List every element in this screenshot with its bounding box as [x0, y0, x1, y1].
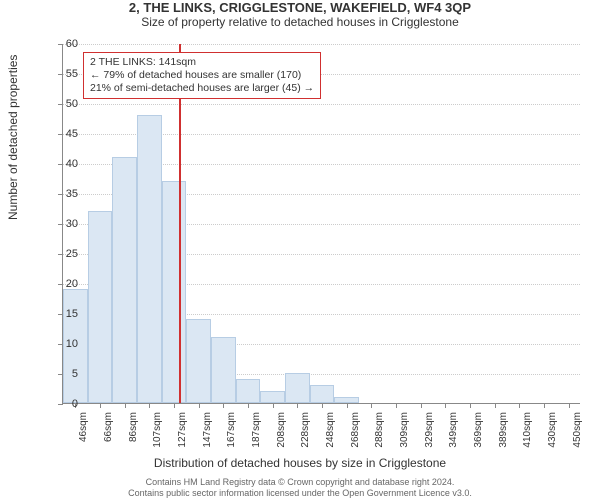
xtick-label: 147sqm: [202, 412, 213, 472]
ytick-label: 30: [48, 218, 78, 230]
xtick-mark: [544, 403, 545, 408]
xtick-label: 349sqm: [448, 412, 459, 472]
xtick-label: 450sqm: [572, 412, 583, 472]
histogram-bar: [112, 157, 137, 403]
xtick-mark: [248, 403, 249, 408]
ytick-label: 25: [48, 248, 78, 260]
ytick-label: 10: [48, 338, 78, 350]
gridline: [63, 44, 580, 45]
xtick-label: 208sqm: [276, 412, 287, 472]
xtick-label: 167sqm: [226, 412, 237, 472]
attribution-footer: Contains HM Land Registry data © Crown c…: [0, 477, 600, 498]
xtick-mark: [174, 403, 175, 408]
xtick-mark: [297, 403, 298, 408]
xtick-mark: [149, 403, 150, 408]
ytick-label: 35: [48, 188, 78, 200]
xtick-mark: [371, 403, 372, 408]
xtick-label: 86sqm: [128, 412, 139, 472]
xtick-mark: [470, 403, 471, 408]
histogram-bar: [211, 337, 236, 403]
xtick-mark: [273, 403, 274, 408]
ytick-label: 50: [48, 98, 78, 110]
y-axis-label: Number of detached properties: [6, 55, 20, 220]
xtick-label: 248sqm: [325, 412, 336, 472]
xtick-label: 430sqm: [547, 412, 558, 472]
xtick-label: 46sqm: [78, 412, 89, 472]
footer-line-2: Contains public sector information licen…: [0, 488, 600, 498]
histogram-bar: [236, 379, 261, 403]
xtick-label: 369sqm: [473, 412, 484, 472]
ytick-label: 45: [48, 128, 78, 140]
histogram-bar: [285, 373, 310, 403]
xtick-label: 309sqm: [399, 412, 410, 472]
xtick-label: 66sqm: [103, 412, 114, 472]
xtick-label: 107sqm: [152, 412, 163, 472]
ytick-label: 40: [48, 158, 78, 170]
xtick-mark: [421, 403, 422, 408]
xtick-mark: [199, 403, 200, 408]
xtick-label: 410sqm: [522, 412, 533, 472]
xtick-mark: [519, 403, 520, 408]
ytick-label: 0: [48, 398, 78, 410]
footer-line-1: Contains HM Land Registry data © Crown c…: [0, 477, 600, 487]
histogram-bar: [88, 211, 113, 403]
xtick-mark: [100, 403, 101, 408]
page-subtitle: Size of property relative to detached ho…: [0, 15, 600, 29]
annotation-box: 2 THE LINKS: 141sqm← 79% of detached hou…: [83, 52, 321, 99]
page-title: 2, THE LINKS, CRIGGLESTONE, WAKEFIELD, W…: [0, 0, 600, 15]
xtick-mark: [495, 403, 496, 408]
xtick-label: 329sqm: [424, 412, 435, 472]
histogram-bar: [310, 385, 335, 403]
xtick-label: 127sqm: [177, 412, 188, 472]
ytick-label: 60: [48, 38, 78, 50]
ytick-label: 5: [48, 368, 78, 380]
xtick-label: 268sqm: [350, 412, 361, 472]
xtick-label: 187sqm: [251, 412, 262, 472]
xtick-label: 288sqm: [374, 412, 385, 472]
xtick-mark: [125, 403, 126, 408]
xtick-label: 389sqm: [498, 412, 509, 472]
xtick-mark: [445, 403, 446, 408]
annotation-line-1: 2 THE LINKS: 141sqm: [90, 56, 314, 69]
xtick-label: 228sqm: [300, 412, 311, 472]
histogram-bar: [137, 115, 162, 403]
histogram-bar: [260, 391, 285, 403]
ytick-label: 15: [48, 308, 78, 320]
plot-area: 2 THE LINKS: 141sqm← 79% of detached hou…: [62, 44, 580, 404]
xtick-mark: [322, 403, 323, 408]
xtick-mark: [569, 403, 570, 408]
gridline: [63, 104, 580, 105]
xtick-mark: [396, 403, 397, 408]
ytick-label: 55: [48, 68, 78, 80]
ytick-label: 20: [48, 278, 78, 290]
chart-area: 2 THE LINKS: 141sqm← 79% of detached hou…: [62, 44, 580, 404]
annotation-line-2: ← 79% of detached houses are smaller (17…: [90, 69, 314, 82]
xtick-mark: [347, 403, 348, 408]
histogram-bar: [186, 319, 211, 403]
xtick-mark: [223, 403, 224, 408]
histogram-bar: [162, 181, 187, 403]
annotation-line-3: 21% of semi-detached houses are larger (…: [90, 82, 314, 95]
